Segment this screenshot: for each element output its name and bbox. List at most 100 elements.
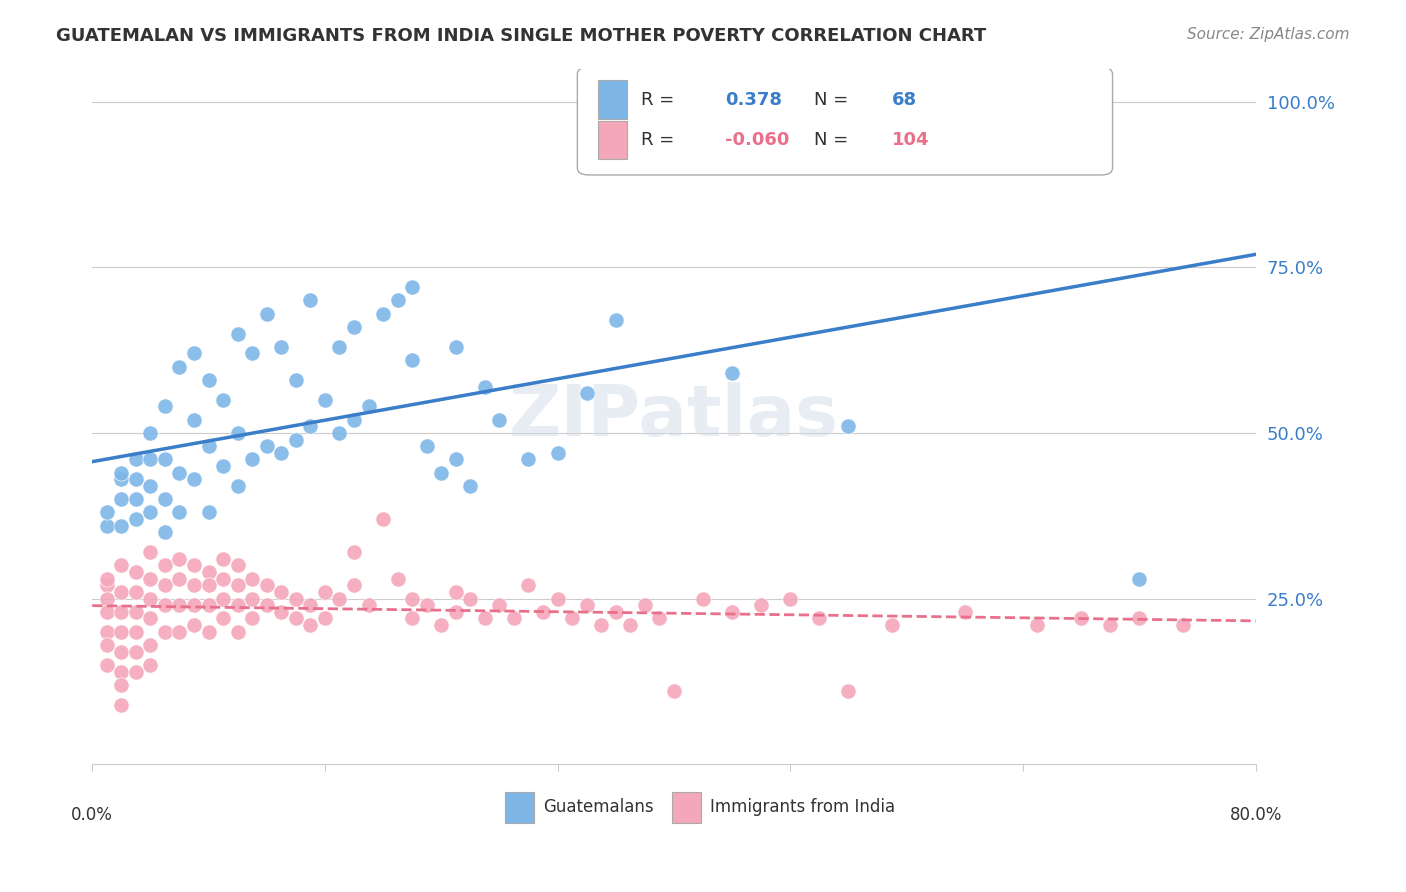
- Point: [256, 578, 278, 592]
- Point: [270, 446, 292, 460]
- Text: 0.378: 0.378: [725, 91, 782, 109]
- Point: [547, 591, 569, 606]
- Point: [240, 591, 263, 606]
- Point: [910, 101, 932, 115]
- Point: [343, 545, 366, 559]
- Point: [357, 599, 380, 613]
- Point: [240, 346, 263, 360]
- Text: GUATEMALAN VS IMMIGRANTS FROM INDIA SINGLE MOTHER POVERTY CORRELATION CHART: GUATEMALAN VS IMMIGRANTS FROM INDIA SING…: [56, 27, 987, 45]
- Point: [401, 591, 423, 606]
- Point: [183, 578, 205, 592]
- Point: [110, 585, 132, 599]
- Point: [153, 525, 176, 540]
- Point: [749, 599, 772, 613]
- Point: [591, 618, 613, 632]
- Point: [430, 618, 453, 632]
- Point: [444, 585, 467, 599]
- Point: [575, 599, 598, 613]
- Point: [197, 506, 219, 520]
- Point: [226, 599, 249, 613]
- Point: [96, 638, 118, 652]
- Point: [314, 392, 336, 407]
- Point: [430, 466, 453, 480]
- Point: [169, 624, 191, 639]
- Point: [197, 439, 219, 453]
- Point: [1026, 618, 1049, 632]
- Point: [721, 605, 744, 619]
- Text: 0.0%: 0.0%: [72, 806, 112, 824]
- Point: [488, 599, 510, 613]
- Point: [226, 624, 249, 639]
- Point: [371, 512, 394, 526]
- Point: [256, 599, 278, 613]
- Point: [96, 624, 118, 639]
- Point: [444, 605, 467, 619]
- Point: [401, 353, 423, 368]
- Point: [197, 373, 219, 387]
- Point: [371, 307, 394, 321]
- Point: [125, 665, 148, 679]
- Point: [387, 293, 409, 308]
- Point: [153, 400, 176, 414]
- Point: [415, 439, 437, 453]
- Point: [197, 599, 219, 613]
- Point: [240, 452, 263, 467]
- Point: [139, 572, 162, 586]
- Text: ZIPatlas: ZIPatlas: [509, 382, 839, 450]
- Point: [387, 572, 409, 586]
- Point: [169, 506, 191, 520]
- Point: [605, 605, 627, 619]
- Point: [110, 645, 132, 659]
- Point: [547, 446, 569, 460]
- Point: [110, 492, 132, 507]
- Point: [125, 585, 148, 599]
- Point: [721, 367, 744, 381]
- Point: [284, 611, 307, 625]
- Point: [153, 558, 176, 573]
- Point: [328, 340, 350, 354]
- Point: [648, 611, 671, 625]
- Point: [474, 611, 496, 625]
- Point: [270, 585, 292, 599]
- Text: R =: R =: [641, 131, 675, 149]
- Point: [270, 340, 292, 354]
- Point: [517, 578, 540, 592]
- Point: [110, 678, 132, 692]
- Point: [328, 591, 350, 606]
- Point: [110, 466, 132, 480]
- Point: [299, 599, 322, 613]
- Point: [153, 452, 176, 467]
- Point: [270, 605, 292, 619]
- Point: [808, 611, 831, 625]
- Point: [299, 419, 322, 434]
- Text: N =: N =: [814, 91, 848, 109]
- Point: [692, 591, 714, 606]
- Point: [153, 492, 176, 507]
- Point: [444, 452, 467, 467]
- Point: [169, 552, 191, 566]
- Point: [415, 599, 437, 613]
- Text: 104: 104: [891, 131, 929, 149]
- Text: N =: N =: [814, 131, 848, 149]
- Point: [1099, 618, 1122, 632]
- Point: [299, 618, 322, 632]
- Point: [139, 638, 162, 652]
- Point: [1171, 618, 1194, 632]
- Point: [605, 313, 627, 327]
- Point: [110, 558, 132, 573]
- Point: [575, 386, 598, 401]
- Point: [444, 340, 467, 354]
- Point: [125, 472, 148, 486]
- Point: [125, 452, 148, 467]
- Point: [561, 611, 583, 625]
- Point: [139, 479, 162, 493]
- Point: [139, 591, 162, 606]
- Bar: [505, 792, 534, 823]
- Point: [240, 572, 263, 586]
- Point: [458, 479, 481, 493]
- Point: [1128, 572, 1150, 586]
- Bar: [672, 792, 700, 823]
- Point: [256, 307, 278, 321]
- Bar: [599, 80, 627, 119]
- Point: [110, 624, 132, 639]
